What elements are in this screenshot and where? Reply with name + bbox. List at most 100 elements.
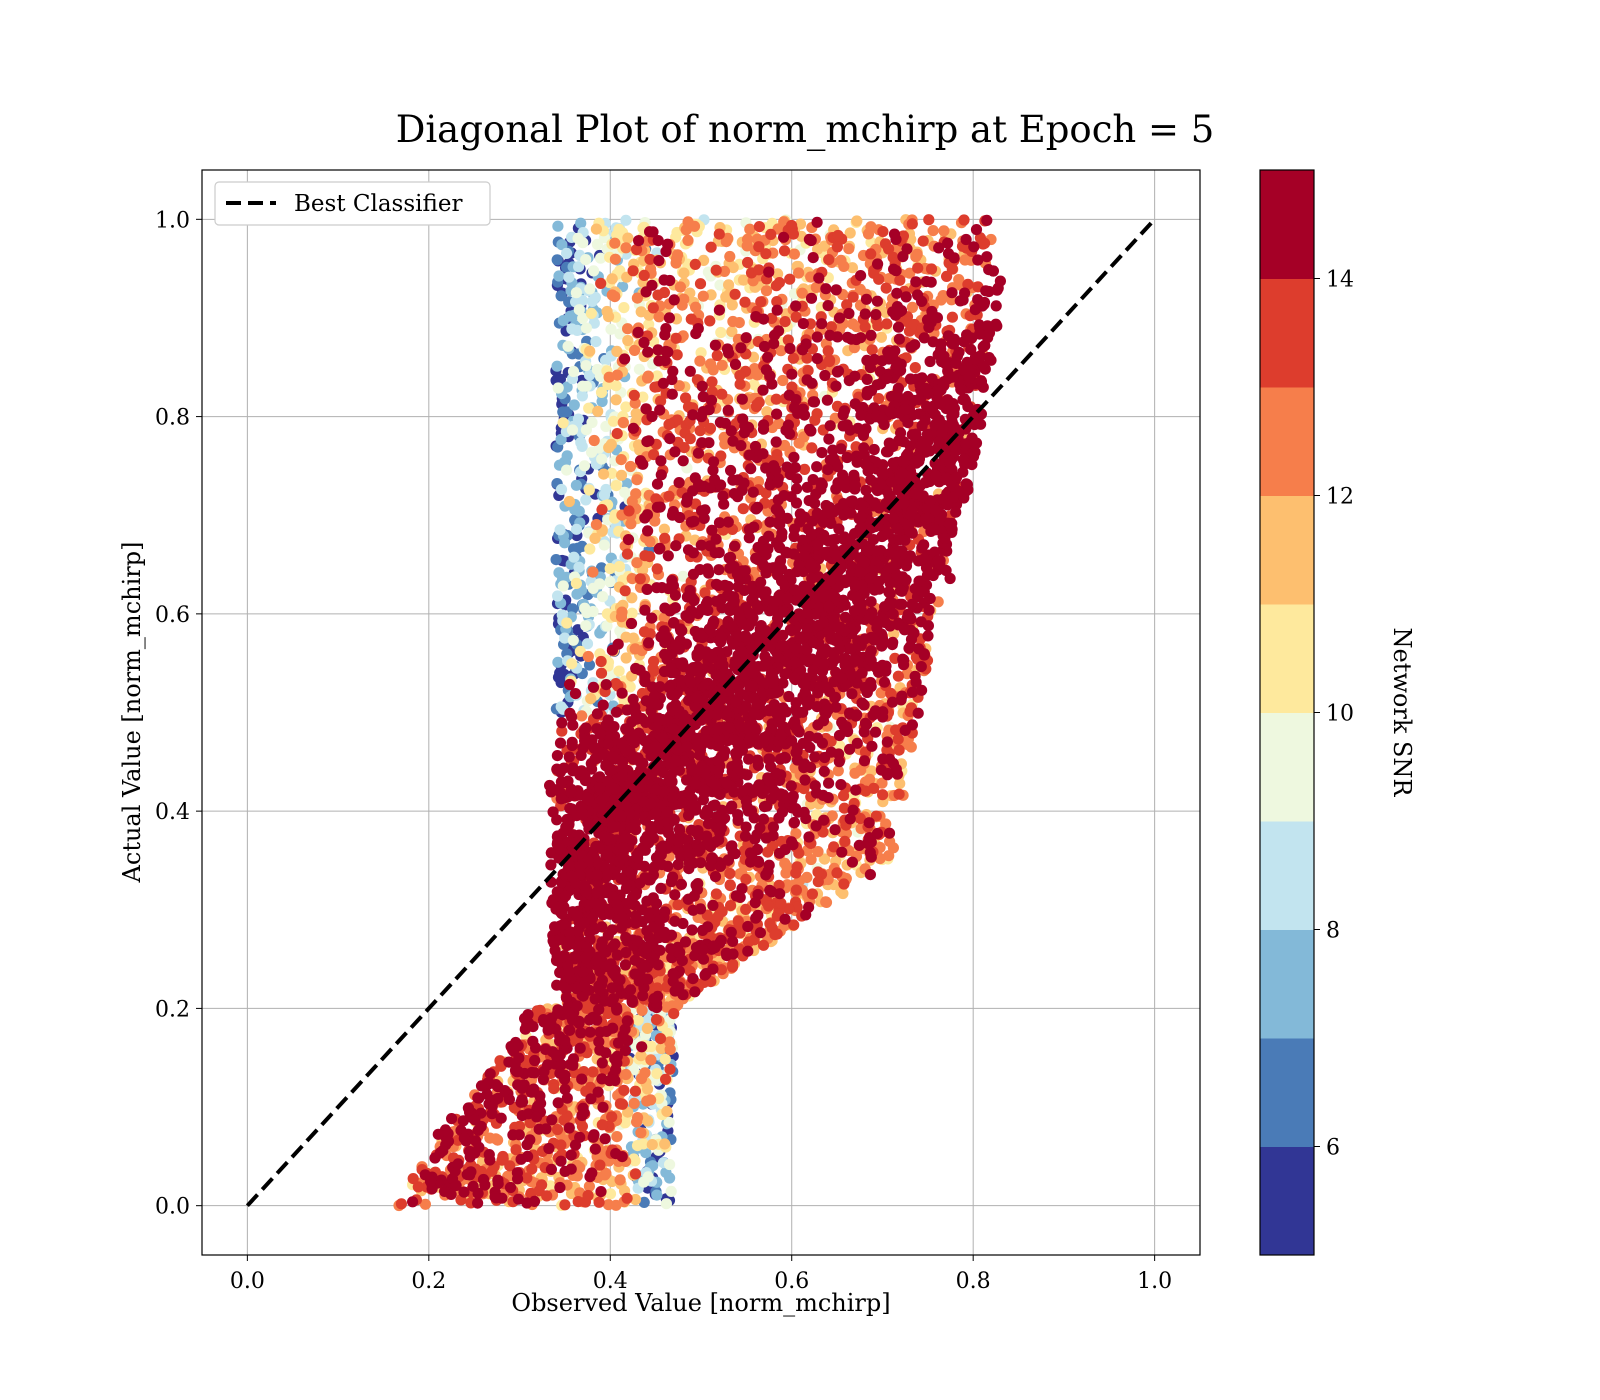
scatter-point [643,637,655,649]
scatter-point [618,1084,630,1096]
scatter-point [660,1198,673,1210]
scatter-point [682,234,694,246]
scatter-point [866,344,878,356]
scatter-point [674,281,687,293]
scatter-point [628,1097,640,1109]
scatter-point [818,765,830,778]
scatter-point [621,548,634,560]
scatter-point [601,305,613,318]
scatter-point [742,805,754,817]
scatter-point [624,460,637,473]
scatter-point [484,1068,496,1080]
scatter-point [779,316,791,328]
scatter-point [395,1198,407,1210]
scatter-point [635,1127,647,1139]
scatter-point [757,939,770,951]
scatter-point [689,258,701,270]
scatter-point [497,1153,509,1165]
scatter-point [573,505,585,517]
scatter-point [554,737,567,749]
scatter-point [698,254,710,266]
scatter-point [881,736,894,748]
scatter-point [654,1033,667,1045]
scatter-point [573,561,585,573]
scatter-point [990,300,1002,312]
scatter-point [851,321,863,333]
scatter-point [557,580,569,592]
scatter-point [602,1199,615,1211]
scatter-point [838,790,850,802]
scatter-point [720,236,732,248]
scatter-point [713,228,725,240]
scatter-point [616,687,628,699]
scatter-point [812,876,824,888]
scatter-point [760,248,772,260]
scatter-point [718,265,731,277]
scatter-point [822,300,834,312]
scatter-point [559,537,571,549]
scatter-point [587,582,599,595]
scatter-point [664,1063,676,1075]
scatter-point [595,277,607,289]
scatter-point [619,1117,631,1129]
scatter-point [670,332,682,344]
scatter-point [865,248,877,260]
scatter-point [606,1111,618,1123]
scatter-point [724,867,736,880]
scatter-point [651,563,663,575]
scatter-point [590,223,603,235]
scatter-point [678,267,690,279]
scatter-point [839,835,851,848]
scatter-point [820,896,833,909]
scatter-point [635,1072,648,1085]
scatter-point [442,1135,455,1147]
scatter-point [613,665,625,677]
scatter-point [605,323,617,335]
scatter-point [754,927,767,939]
scatter-point [553,270,565,282]
scatter-point [826,810,838,822]
scatter-point [581,638,594,650]
scatter-point [561,617,573,629]
scatter-point [472,1197,484,1209]
scatter-point [557,417,569,429]
scatter-point [832,765,844,777]
scatter-point [941,270,953,282]
scatter-point [614,1174,626,1186]
scatter-point [551,254,563,266]
scatter-point [787,352,800,364]
scatter-point [970,224,983,236]
scatter-point [668,294,680,306]
scatter-point [595,252,607,264]
scatter-point [658,523,671,535]
scatter-point [593,1196,605,1208]
scatter-point [706,376,718,388]
scatter-point [874,852,886,865]
scatter-point [762,865,774,877]
scatter-point [580,620,592,632]
scatter-point [561,464,573,476]
scatter-point [627,265,639,277]
scatter-point [638,336,650,349]
scatter-point [568,399,580,411]
scatter-point [607,415,620,427]
scatter-point [694,355,706,367]
scatter-point [636,1004,648,1017]
scatter-point [600,483,612,496]
scatter-point [565,1149,577,1161]
scatter-point [703,404,715,416]
scatter-point [582,650,594,663]
scatter-point [598,539,610,551]
scatter-point [583,484,595,496]
scatter-point [641,1022,654,1034]
scatter-point [765,228,777,240]
scatter-point [778,245,791,257]
scatter-point [981,214,993,226]
scatter-point [644,551,656,563]
scatter-point [597,591,609,603]
scatter-point [707,899,719,912]
scatter-point [915,616,927,628]
scatter-point [707,364,719,376]
scatter-point [734,369,746,382]
scatter-point [529,1054,541,1067]
